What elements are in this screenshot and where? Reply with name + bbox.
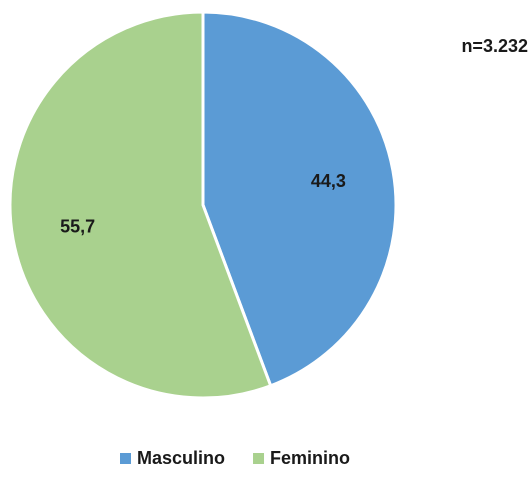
legend-swatch	[120, 453, 131, 464]
legend-label: Masculino	[137, 448, 225, 468]
legend-swatch	[253, 453, 265, 464]
sample-size: n=3.232	[461, 36, 528, 56]
data-label: 44,3	[311, 171, 346, 191]
data-label: 55,7	[60, 216, 95, 236]
pie-slice	[201, 10, 398, 388]
legend-label: Feminino	[270, 448, 350, 468]
pie-slice	[8, 10, 273, 400]
